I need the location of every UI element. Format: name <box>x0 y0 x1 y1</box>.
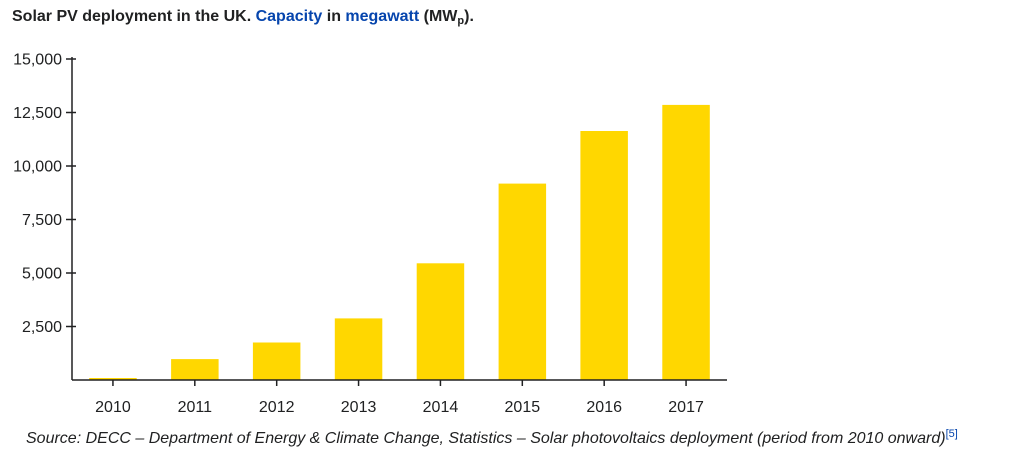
x-tick-label-2013: 2013 <box>341 399 377 416</box>
caption-text-2: in <box>322 8 346 25</box>
y-tick-label-5000: 5,000 <box>22 266 62 283</box>
caption-text-4: ). <box>464 8 474 25</box>
x-tick-label-2017: 2017 <box>668 399 704 416</box>
x-tick-label-2016: 2016 <box>586 399 622 416</box>
caption-text-1: Solar PV deployment in the UK. <box>12 8 256 25</box>
x-tick-label-2011: 2011 <box>178 399 213 416</box>
y-tick-label-10000: 10,000 <box>13 159 62 176</box>
bar-2011 <box>171 359 219 380</box>
bar-2012 <box>252 342 301 380</box>
bar-2010 <box>89 378 137 380</box>
x-tick-label-2015: 2015 <box>505 399 541 416</box>
y-tick-label-2500: 2,500 <box>22 319 62 336</box>
reference-link[interactable]: [5] <box>945 428 958 440</box>
bar-2016 <box>580 131 628 380</box>
source-text: Source: DECC – Department of Energy & Cl… <box>26 430 946 447</box>
y-tick-label-7500: 7,500 <box>22 212 62 229</box>
chart-caption: Solar PV deployment in the UK. Capacity … <box>12 8 474 27</box>
y-axis: 2,500 5,000 7,500 10,000 12,500 15,000 <box>13 52 76 380</box>
bar-2013 <box>334 318 383 380</box>
x-tick-label-2010: 2010 <box>95 399 131 416</box>
bar-2014 <box>416 263 465 380</box>
x-tick-label-2014: 2014 <box>423 399 459 416</box>
reference-marker: [5] <box>946 428 958 440</box>
x-tick-label-2012: 2012 <box>259 399 295 416</box>
y-tick-label-15000: 15,000 <box>13 52 62 69</box>
source-note: Source: DECC – Department of Energy & Cl… <box>26 428 958 448</box>
bar-2015 <box>498 183 547 380</box>
capacity-link[interactable]: Capacity <box>255 8 323 25</box>
caption-text-3: (MW <box>419 8 458 25</box>
x-axis: 2010 2011 2012 2013 2014 2015 2016 2017 <box>72 379 727 416</box>
caption-subscript: p <box>457 15 465 27</box>
y-tick-label-12500: 12,500 <box>13 105 62 122</box>
bar-2017 <box>662 104 710 381</box>
megawatt-link[interactable]: megawatt <box>345 8 420 25</box>
bars-group <box>89 104 710 381</box>
